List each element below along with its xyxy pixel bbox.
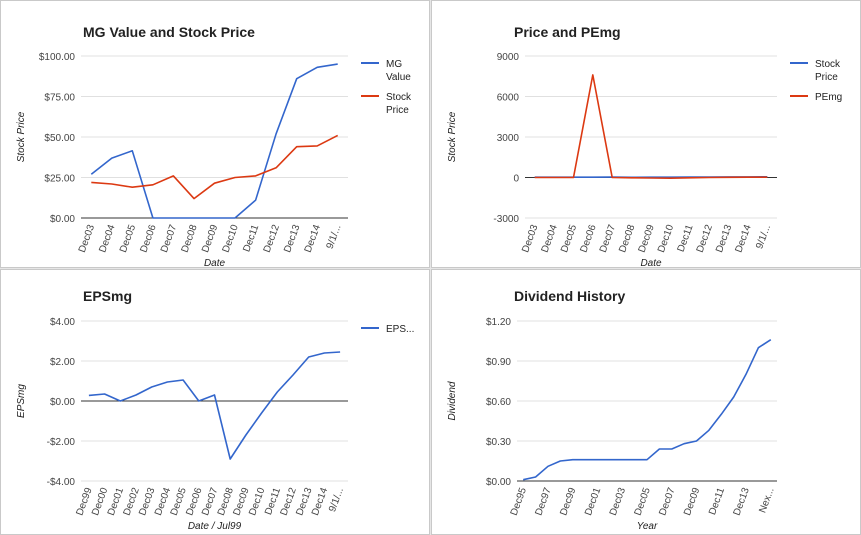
- x-tick-label: Dec08: [180, 223, 200, 254]
- x-tick-label: Dec14: [303, 223, 323, 254]
- y-axis-label: Dividend: [447, 381, 458, 420]
- chart-svg: EPSmg$4.00$2.00$0.00-$2.00-$4.00Dec99Dec…: [16, 288, 414, 532]
- x-tick-label: Dec13: [714, 223, 734, 254]
- x-axis-label: Date / Jul99: [188, 521, 242, 532]
- y-tick-label: -3000: [493, 214, 519, 225]
- legend-label: Stock: [815, 59, 841, 70]
- y-tick-label: -$4.00: [47, 477, 76, 488]
- y-tick-label: $0.00: [50, 397, 75, 408]
- x-tick-label: Nex...: [757, 486, 776, 514]
- x-tick-label: Dec05: [118, 223, 138, 254]
- x-tick-label: Dec13: [282, 223, 302, 254]
- chart-panel-mg-value: MG Value and Stock Price $100.00 $75.00 $50…: [0, 0, 430, 268]
- x-tick-label: Dec11: [241, 223, 261, 254]
- y-tick-label: $50.00: [44, 133, 75, 144]
- y-tick-label: 3000: [497, 133, 520, 144]
- series-line: [523, 339, 772, 481]
- y-tick-label: $0.60: [486, 397, 511, 408]
- x-tick-label: Dec12: [262, 223, 282, 254]
- y-axis-label: Stock Price: [447, 111, 458, 162]
- x-tick-label: Dec09: [200, 223, 220, 254]
- chart-panel-epsmg: EPSmg $4.00 $2.00 $0.00 -$2.00 -$4.00 Dec99 Dec…: [0, 269, 430, 535]
- legend-label: Price: [386, 105, 409, 116]
- x-tick-label: Dec12: [695, 223, 715, 254]
- x-tick-label: Dec09: [682, 486, 702, 517]
- y-tick-label: $25.00: [44, 174, 75, 185]
- chart-svg: Dividend History $1.20 $0.90 $0.60 $0.30 $0.0…: [447, 288, 777, 532]
- x-tick-label: Dec11: [676, 223, 696, 254]
- legend-label: PEmg: [815, 92, 842, 103]
- x-tick-label: Dec99: [558, 486, 578, 517]
- chart-title: Price and PEmg: [514, 24, 621, 40]
- x-tick-label: Dec07: [159, 223, 179, 254]
- x-tick-label: Dec07: [598, 223, 618, 254]
- series-line: [90, 63, 338, 219]
- x-axis-label: Year: [637, 521, 658, 532]
- x-tick-label: Dec07: [657, 486, 677, 517]
- chart-svg: MG Value and Stock Price $100.00 $75.00 $50…: [16, 24, 412, 268]
- y-tick-label: $0.30: [486, 437, 511, 448]
- x-tick-label: Dec13: [732, 486, 752, 517]
- x-tick-label: Dec11: [707, 486, 727, 517]
- x-tick-label: Dec97: [534, 486, 554, 517]
- series-line: [91, 134, 339, 200]
- x-axis-label: Date: [640, 258, 662, 268]
- legend-label: Price: [815, 72, 838, 83]
- x-tick-label: Dec04: [540, 223, 560, 254]
- legend-label: EPS...: [386, 324, 414, 335]
- y-tick-label: 9000: [497, 52, 520, 63]
- x-tick-label: Dec10: [656, 223, 676, 254]
- legend-label: MG: [386, 59, 402, 70]
- y-tick-label: 6000: [497, 93, 520, 104]
- x-tick-label: 9/1/...: [754, 223, 773, 250]
- y-tick-label: -$2.00: [47, 437, 76, 448]
- x-tick-label: Dec09: [637, 223, 657, 254]
- y-tick-label: $0.90: [486, 357, 511, 368]
- x-tick-label: Dec14: [734, 223, 754, 254]
- y-axis-label: EPSmg: [16, 384, 27, 418]
- x-tick-label: Dec04: [97, 223, 117, 254]
- x-tick-label: Dec03: [520, 223, 540, 254]
- series-line: [88, 351, 341, 460]
- x-tick-label: Dec05: [559, 223, 579, 254]
- y-axis-label: Stock Price: [16, 111, 27, 162]
- y-tick-label: $0.00: [50, 214, 75, 225]
- y-tick-label: $75.00: [44, 93, 75, 104]
- x-tick-label: Dec03: [77, 223, 97, 254]
- series-line: [534, 74, 768, 179]
- x-tick-label: Dec01: [583, 486, 603, 517]
- chart-title: MG Value and Stock Price: [83, 24, 255, 40]
- x-tick-label: 9/1/...: [325, 223, 344, 250]
- chart-panel-price-pemg: Price and PEmg 9000 6000 3000 0 -3000 Dec03 Dec…: [431, 0, 861, 268]
- chart-title: EPSmg: [83, 288, 132, 304]
- legend-label: Stock: [386, 92, 412, 103]
- x-tick-label: Dec95: [509, 486, 529, 517]
- x-tick-label: Dec05: [633, 486, 653, 517]
- y-tick-label: $0.00: [486, 477, 511, 488]
- x-axis-label: Date: [204, 258, 226, 268]
- x-tick-label: Dec06: [138, 223, 158, 254]
- y-tick-label: $100.00: [39, 52, 76, 63]
- chart-panel-dividend-history: Dividend History $1.20 $0.90 $0.60 $0.30 $0.0…: [431, 269, 861, 535]
- legend-label: Value: [386, 72, 411, 83]
- chart-title: Dividend History: [514, 288, 625, 304]
- x-tick-label: Dec03: [608, 486, 628, 517]
- y-tick-label: $2.00: [50, 357, 75, 368]
- x-tick-label: Dec08: [617, 223, 637, 254]
- y-tick-label: $4.00: [50, 317, 75, 328]
- y-tick-label: 0: [513, 174, 519, 185]
- x-tick-label: Dec10: [221, 223, 241, 254]
- y-tick-label: $1.20: [486, 317, 511, 328]
- x-tick-label: Dec06: [578, 223, 598, 254]
